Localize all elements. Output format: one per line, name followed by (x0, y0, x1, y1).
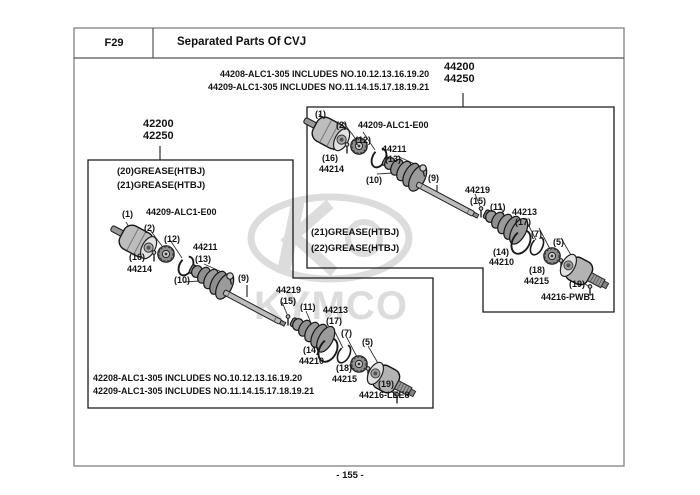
part-label: (14) (303, 345, 320, 355)
part-label: (11) (300, 302, 316, 312)
part-label: (12) (164, 234, 181, 244)
part-label: (9) (238, 273, 249, 283)
part-label: 44214 (319, 164, 345, 174)
part-label: (2) (144, 223, 155, 233)
right-panel-outline (306, 106, 615, 313)
part-label: (7) (341, 328, 352, 338)
left-panel-outline (87, 159, 434, 409)
top-note-label: 44200 (444, 61, 475, 73)
figure-code: F29 (104, 37, 124, 49)
part-label: 44219 (276, 285, 302, 295)
part-label: (13) (385, 154, 402, 164)
part-label: (5) (553, 237, 564, 247)
part-label: 44209-ALC1-E00 (146, 207, 217, 217)
top-note-label: 42250 (143, 130, 174, 142)
part-label: 44211 (382, 144, 407, 154)
part-label: (1) (122, 209, 133, 219)
part-label: (21)GREASE(HTBJ) (311, 227, 400, 238)
header-rules (74, 28, 624, 59)
part-label: 44215 (332, 374, 358, 384)
part-label: (10) (366, 175, 383, 185)
part-label: 44216-LEE8 (359, 390, 410, 400)
top-note-label: 44250 (444, 73, 475, 85)
part-label: 44213 (512, 207, 538, 217)
part-label: (16) (322, 153, 339, 163)
part-label: (15) (280, 296, 297, 306)
part-label: (21)GREASE(HTBJ) (117, 180, 206, 191)
part-label: 44215 (524, 276, 550, 286)
part-label: 44216-PWB1 (541, 292, 596, 302)
part-label: (17) (515, 217, 532, 227)
part-label: (17) (326, 316, 343, 326)
page-title: Separated Parts Of CVJ (177, 36, 307, 48)
page-border (73, 27, 625, 467)
kymco-logo-mark (247, 193, 413, 283)
part-label: (16) (129, 252, 146, 262)
part-label: (13) (195, 254, 212, 264)
part-label: (15) (470, 196, 487, 206)
part-label: (19) (378, 379, 395, 389)
part-label: 42209-ALC1-305 INCLUDES NO.11.14.15.17.1… (93, 386, 315, 396)
part-label: (1) (315, 109, 326, 119)
top-note-label: 44209-ALC1-305 INCLUDES NO.11.14.15.17.1… (208, 82, 430, 92)
part-label: 44214 (127, 264, 153, 274)
part-label: (12) (355, 135, 372, 145)
part-label: (20)GREASE(HTBJ) (117, 166, 206, 177)
part-label: (11) (490, 202, 506, 212)
part-label: 44211 (193, 242, 218, 252)
part-label: (9) (428, 173, 439, 183)
part-label: 42208-ALC1-305 INCLUDES NO.10.12.13.16.1… (93, 373, 303, 383)
part-label: 44210 (489, 257, 515, 267)
part-label: 44213 (323, 305, 349, 315)
top-note-label: 42200 (143, 118, 174, 130)
part-label: 44219 (465, 185, 491, 195)
top-note-label: 44208-ALC1-305 INCLUDES NO.10.12.13.16.1… (220, 69, 430, 79)
part-label: (18) (336, 363, 353, 373)
part-label: (5) (362, 337, 373, 347)
part-label: (7) (531, 229, 542, 239)
part-label: (2) (336, 120, 347, 130)
part-label: 44209-ALC1-E00 (358, 120, 429, 130)
part-label: (10) (174, 275, 191, 285)
page-number: - 155 - (336, 470, 364, 481)
part-label: 44210 (299, 356, 325, 366)
part-label: (19) (569, 279, 586, 289)
part-label: (22)GREASE(HTBJ) (311, 243, 400, 254)
part-label: (14) (493, 247, 510, 257)
part-label: (18) (529, 265, 546, 275)
